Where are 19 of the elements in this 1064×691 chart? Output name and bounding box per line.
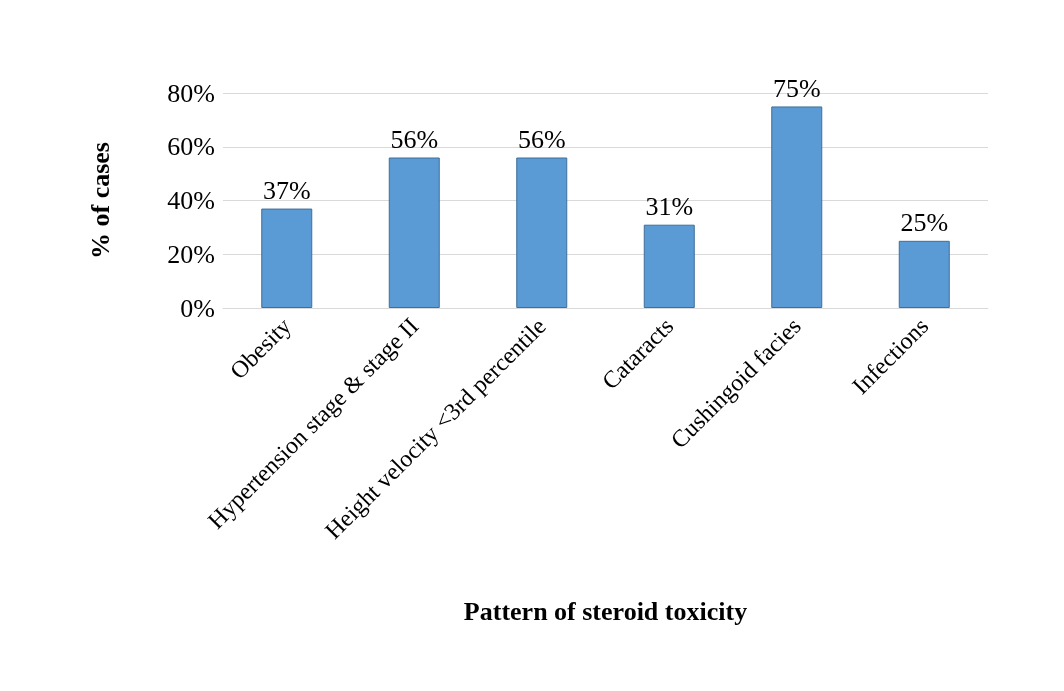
- y-tick-label: 0%: [180, 293, 215, 323]
- data-label: 37%: [262, 176, 311, 206]
- y-tick-label: 40%: [167, 186, 215, 215]
- bar: [261, 208, 313, 308]
- y-tick-label: 20%: [167, 239, 215, 269]
- bar: [516, 157, 568, 308]
- data-label: 56%: [390, 125, 439, 154]
- bar: [898, 240, 950, 308]
- y-tick-label: 60%: [167, 132, 215, 162]
- data-label: 75%: [772, 73, 821, 103]
- bar: [771, 106, 823, 308]
- data-label: 56%: [517, 125, 566, 154]
- x-axis-title: Pattern of steroid toxicity: [463, 596, 748, 626]
- data-label: 31%: [645, 192, 694, 222]
- data-label: 25%: [900, 208, 949, 238]
- bar: [388, 157, 440, 308]
- y-axis-title: % of cases: [85, 142, 115, 259]
- bar: [643, 224, 695, 308]
- y-tick-label: 80%: [167, 78, 215, 108]
